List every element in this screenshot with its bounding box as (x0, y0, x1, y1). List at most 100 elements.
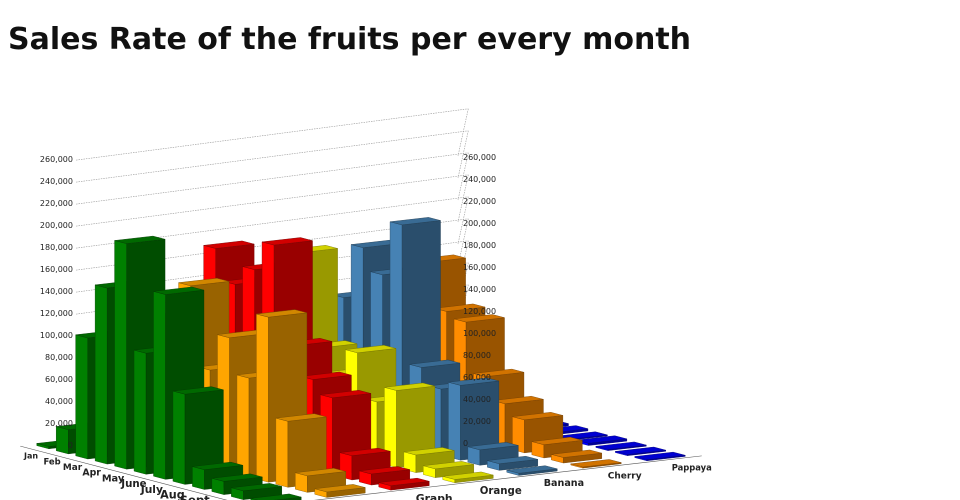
bar-front-face (56, 426, 69, 455)
bar-top-face (531, 436, 583, 445)
series-label: Apple (352, 499, 389, 500)
bar-top-face (275, 413, 327, 422)
bar (442, 471, 494, 484)
bar-top-face (114, 235, 166, 244)
series-label: Orange (480, 486, 522, 497)
y-tick-label-right: 80,000 (463, 351, 491, 360)
bar-top-face (261, 237, 313, 246)
bar (570, 459, 622, 469)
bar-front-face (172, 390, 186, 485)
bar (275, 413, 327, 488)
y-tick-label-left: 80,000 (45, 353, 73, 362)
y-tick-label-left: 40,000 (45, 397, 73, 406)
y-tick-label-right: 240,000 (463, 175, 496, 184)
bar-top-face (178, 278, 230, 287)
series-label: Graph (416, 492, 453, 500)
bar (384, 382, 436, 468)
x-category-label: July (140, 483, 163, 496)
bar (448, 377, 500, 461)
bar-top-face (615, 446, 666, 455)
bar (378, 477, 430, 491)
bar-front-face (75, 334, 88, 460)
y-tick-label-left: 200,000 (40, 221, 73, 230)
gridline-left (75, 174, 469, 227)
bar-top-face (320, 390, 371, 399)
y-tick-label-left: 20,000 (45, 419, 73, 428)
bar (172, 386, 224, 485)
bar-top-face (172, 386, 224, 395)
bar-front-face (236, 374, 250, 478)
bar-top-face (300, 371, 352, 380)
bar-top-face (192, 461, 243, 470)
bar-top-face (153, 286, 205, 295)
bar-top-face (295, 468, 346, 477)
bar-front-face (295, 472, 308, 493)
bar-top-face (231, 483, 282, 492)
bar-top-face (423, 461, 474, 470)
bar-top-face (448, 377, 499, 386)
bar-front-face (448, 381, 461, 461)
bar-top-face (314, 484, 366, 493)
bar-top-face (570, 459, 622, 468)
chart-title: Sales Rate of the fruits per every month (8, 22, 692, 57)
series-label: Pappaya (672, 463, 712, 473)
x-category-label: Apr (82, 468, 101, 479)
bar-top-face (595, 441, 647, 450)
bar-top-face (203, 240, 255, 249)
floor-edge-right (314, 455, 702, 500)
bar-top-face (453, 314, 505, 323)
bar-layer (36, 217, 686, 500)
y-tick-label-right: 40,000 (463, 395, 491, 404)
y-tick-label-left: 220,000 (40, 199, 73, 208)
bar-top-face (384, 382, 435, 391)
bar (487, 455, 538, 471)
x-category-label: Sept (180, 493, 211, 500)
x-category-label: Oct (199, 499, 222, 500)
bar-top-face (339, 447, 391, 456)
x-category-label: May (102, 473, 125, 484)
bar-top-face (434, 303, 486, 312)
bar-top-face (634, 451, 686, 460)
y-tick-label-left: 100,000 (40, 331, 73, 340)
bar-top-face (409, 359, 461, 368)
y-tick-label-right: 180,000 (463, 241, 496, 250)
gridline-right (457, 152, 469, 201)
series-label: Cherry (608, 471, 642, 481)
y-tick-label-right: 20,000 (463, 417, 491, 426)
bar-top-face (467, 442, 519, 451)
y-tick-label-right: 140,000 (463, 285, 496, 294)
bar-top-face (389, 217, 441, 226)
y-tick-label-left: 0 (68, 441, 73, 450)
bar-top-face (442, 471, 494, 480)
bar-top-face (512, 412, 563, 421)
y-tick-label-left: 120,000 (40, 309, 73, 318)
y-tick-label-left: 180,000 (40, 243, 73, 252)
bar-front-face (256, 313, 269, 483)
bar-front-face (133, 349, 147, 475)
bar (634, 451, 686, 462)
floor-edge-front (20, 445, 228, 500)
x-category-label: Jan (23, 452, 38, 461)
bar-top-face (211, 473, 263, 482)
y-tick-label-right: 260,000 (463, 153, 496, 162)
bar (551, 449, 602, 464)
bar-top-face (256, 309, 307, 318)
bar-front-face (94, 284, 108, 465)
gridline-left (75, 152, 469, 205)
y-tick-label-right: 120,000 (463, 307, 496, 316)
bar-top-face (551, 449, 602, 458)
x-category-label: Aug (160, 489, 185, 500)
bar (615, 446, 666, 456)
y-tick-label-right: 220,000 (463, 197, 496, 206)
y-tick-label-left: 160,000 (40, 265, 73, 274)
x-category-label: Feb (43, 456, 60, 466)
bar-top-face (250, 493, 302, 500)
bar (506, 465, 558, 476)
y-tick-label-right: 160,000 (463, 263, 496, 272)
bar-front-face (192, 466, 205, 490)
bar-top-face (359, 466, 410, 475)
gridline-left (75, 108, 469, 161)
y-tick-label-right: 200,000 (463, 219, 496, 228)
bar-top-face (576, 435, 627, 444)
bar-top-face (473, 368, 525, 377)
